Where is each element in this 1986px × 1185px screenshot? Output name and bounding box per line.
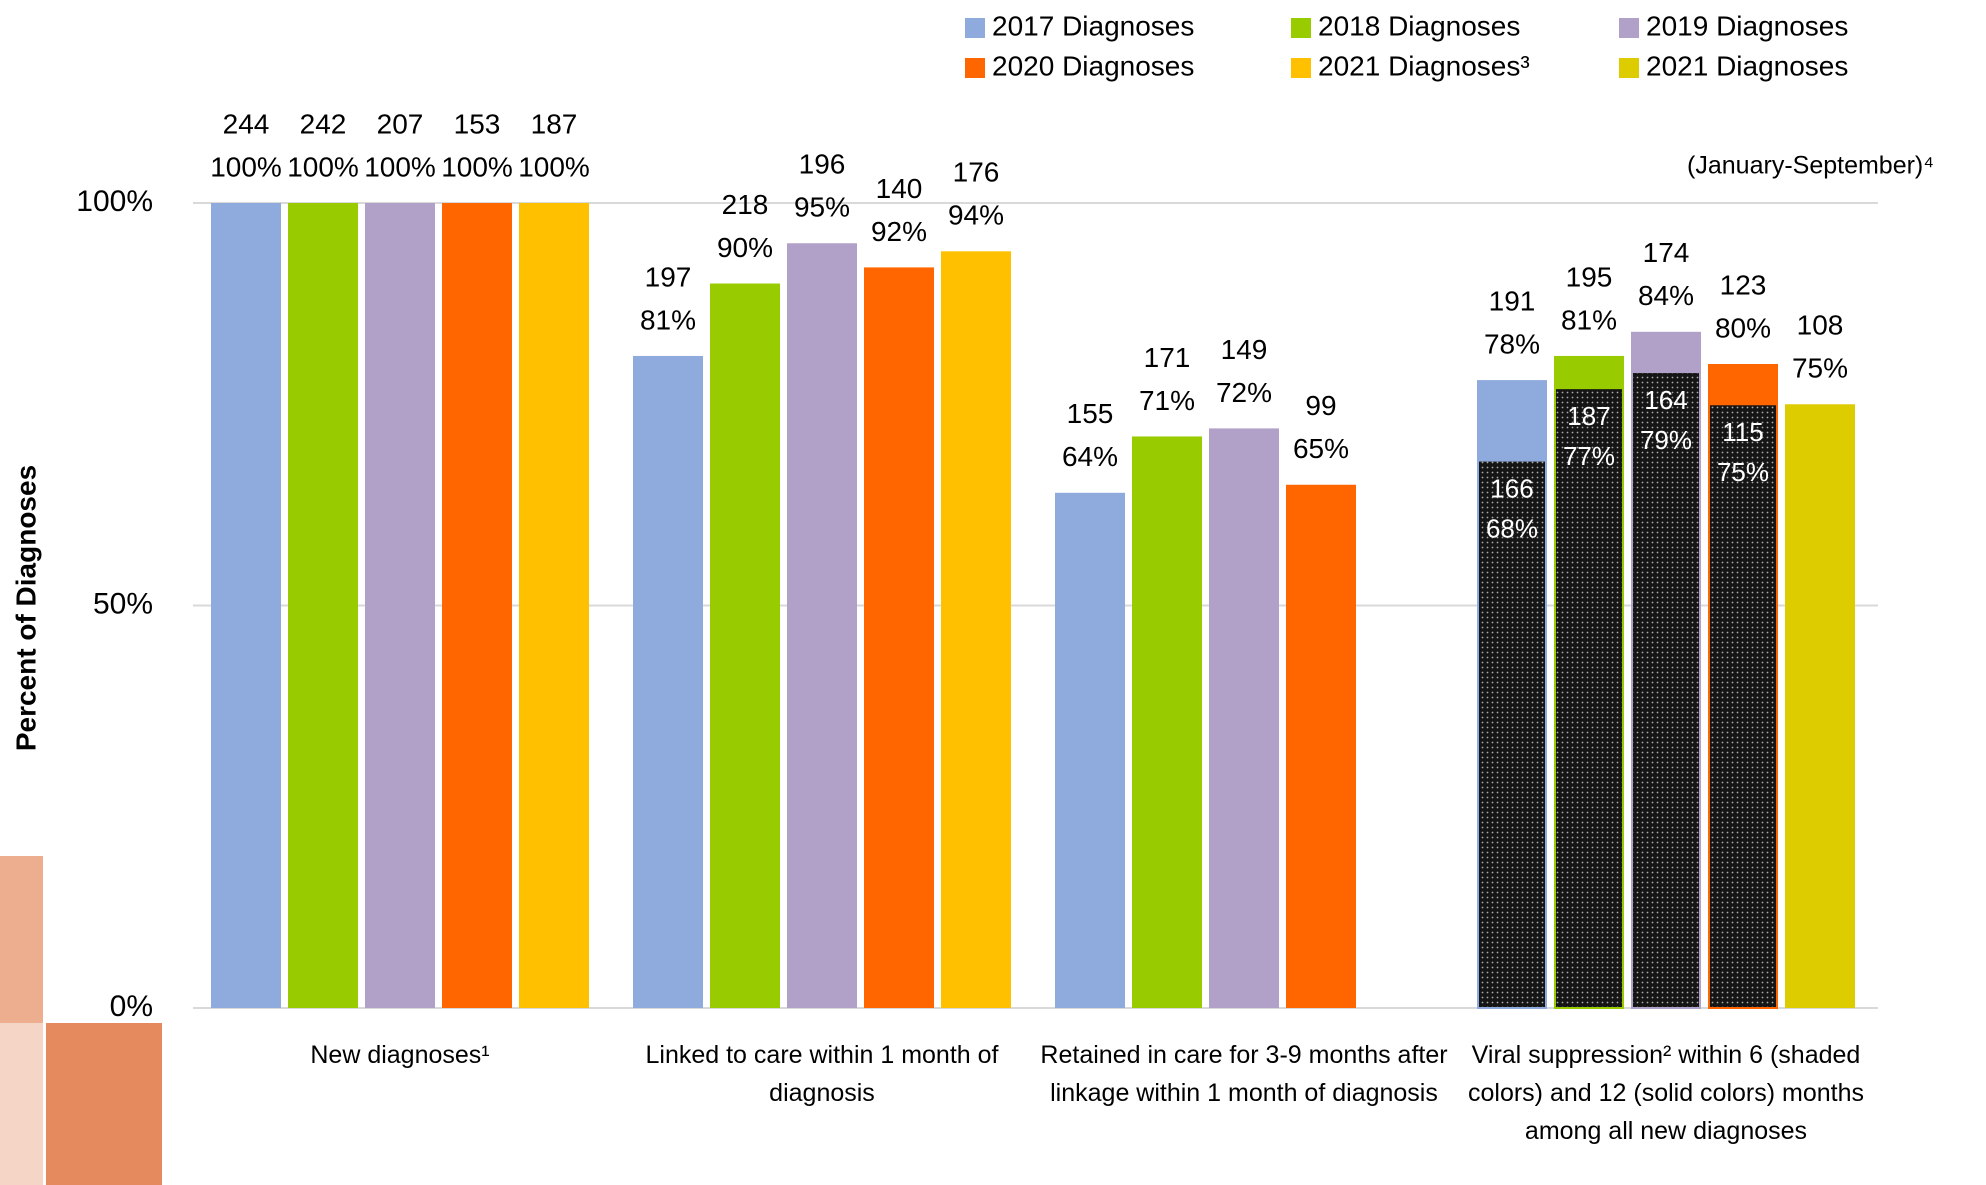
y-tick-label: 0% — [110, 990, 153, 1023]
decoration — [46, 1023, 162, 1185]
decoration — [0, 856, 43, 1023]
bar — [633, 356, 703, 1008]
count-label: 153 — [454, 108, 501, 139]
y-axis-label: Percent of Diagnoses — [10, 465, 41, 751]
value-label: 71% — [1139, 385, 1195, 416]
count-label: 176 — [953, 157, 1000, 188]
count-label: 207 — [377, 108, 424, 139]
value-label: 100% — [364, 151, 436, 182]
x-tick-label: Retained in care for 3-9 months after li… — [1029, 1036, 1459, 1112]
value-label: 100% — [518, 151, 590, 182]
value-label: 90% — [717, 232, 773, 263]
shaded-value-label: 68% — [1486, 513, 1538, 543]
bar — [1209, 428, 1279, 1008]
x-tick-label: Linked to care within 1 month of diagnos… — [607, 1036, 1037, 1112]
count-label: 140 — [876, 173, 923, 204]
legend-swatch — [1619, 58, 1639, 78]
decoration — [0, 1023, 43, 1185]
legend-label: 2020 Diagnoses — [992, 50, 1194, 81]
value-label: 95% — [794, 192, 850, 223]
bar — [1132, 436, 1202, 1008]
bar — [787, 243, 857, 1008]
value-label: 100% — [287, 151, 359, 182]
count-label: 149 — [1221, 334, 1268, 365]
count-label: 191 — [1489, 285, 1536, 316]
value-label: 65% — [1293, 433, 1349, 464]
count-label: 108 — [1797, 310, 1844, 341]
value-label: 92% — [871, 216, 927, 247]
bar — [1055, 493, 1125, 1008]
legend-label: 2021 Diagnoses³ — [1318, 50, 1530, 81]
legend-swatch — [965, 18, 985, 38]
count-label: 99 — [1305, 390, 1336, 421]
value-label: 78% — [1484, 328, 1540, 359]
count-label: 155 — [1067, 398, 1114, 429]
bar — [864, 267, 934, 1008]
bar — [1286, 485, 1356, 1008]
count-label: 244 — [223, 108, 270, 139]
x-tick-label: Viral suppression² within 6 (shaded colo… — [1451, 1036, 1881, 1150]
chart: Percent of Diagnoses (January-September)… — [0, 0, 1986, 1185]
y-tick-label: 100% — [76, 185, 153, 218]
bar — [288, 203, 358, 1008]
count-label: 174 — [1643, 237, 1690, 268]
count-label: 197 — [645, 261, 692, 292]
bar — [710, 284, 780, 1009]
legend-label: 2018 Diagnoses — [1318, 10, 1520, 41]
value-label: 100% — [210, 151, 282, 182]
value-label: 81% — [1561, 304, 1617, 335]
bar — [365, 203, 435, 1008]
legend-label: 2019 Diagnoses — [1646, 10, 1848, 41]
bar — [442, 203, 512, 1008]
shaded-bar — [1555, 388, 1623, 1008]
bar — [1785, 404, 1855, 1008]
page: Percent of Diagnoses (January-September)… — [0, 0, 1986, 1185]
x-tick-label: New diagnoses¹ — [185, 1036, 615, 1074]
shaded-count-label: 164 — [1644, 385, 1687, 415]
value-label: 81% — [640, 304, 696, 335]
bar — [941, 251, 1011, 1008]
legend-swatch — [1291, 18, 1311, 38]
shaded-bar — [1632, 372, 1700, 1008]
count-label: 187 — [531, 108, 578, 139]
shaded-count-label: 166 — [1490, 473, 1533, 503]
legend-swatch — [1619, 18, 1639, 38]
bar — [211, 203, 281, 1008]
value-label: 94% — [948, 200, 1004, 231]
value-label: 75% — [1792, 353, 1848, 384]
shaded-count-label: 115 — [1722, 417, 1763, 447]
legend-swatch — [965, 58, 985, 78]
count-label: 195 — [1566, 261, 1613, 292]
value-label: 72% — [1216, 377, 1272, 408]
shaded-value-label: 75% — [1717, 457, 1769, 487]
value-label: 80% — [1715, 312, 1771, 343]
count-label: 242 — [300, 108, 347, 139]
count-label: 218 — [722, 189, 769, 220]
count-label: 196 — [799, 149, 846, 180]
count-label: 123 — [1720, 269, 1767, 300]
annotation: (January-September)⁴ — [1687, 152, 1934, 180]
legend-label: 2017 Diagnoses — [992, 10, 1194, 41]
value-label: 100% — [441, 151, 513, 182]
shaded-value-label: 79% — [1640, 425, 1692, 455]
y-tick-label: 50% — [93, 587, 153, 620]
value-label: 84% — [1638, 280, 1694, 311]
legend-label: 2021 Diagnoses — [1646, 50, 1848, 81]
shaded-count-label: 187 — [1567, 401, 1610, 431]
value-label: 64% — [1062, 441, 1118, 472]
shaded-bar — [1709, 404, 1777, 1008]
legend-swatch — [1291, 58, 1311, 78]
shaded-value-label: 77% — [1563, 441, 1615, 471]
count-label: 171 — [1144, 342, 1191, 373]
bar — [519, 203, 589, 1008]
